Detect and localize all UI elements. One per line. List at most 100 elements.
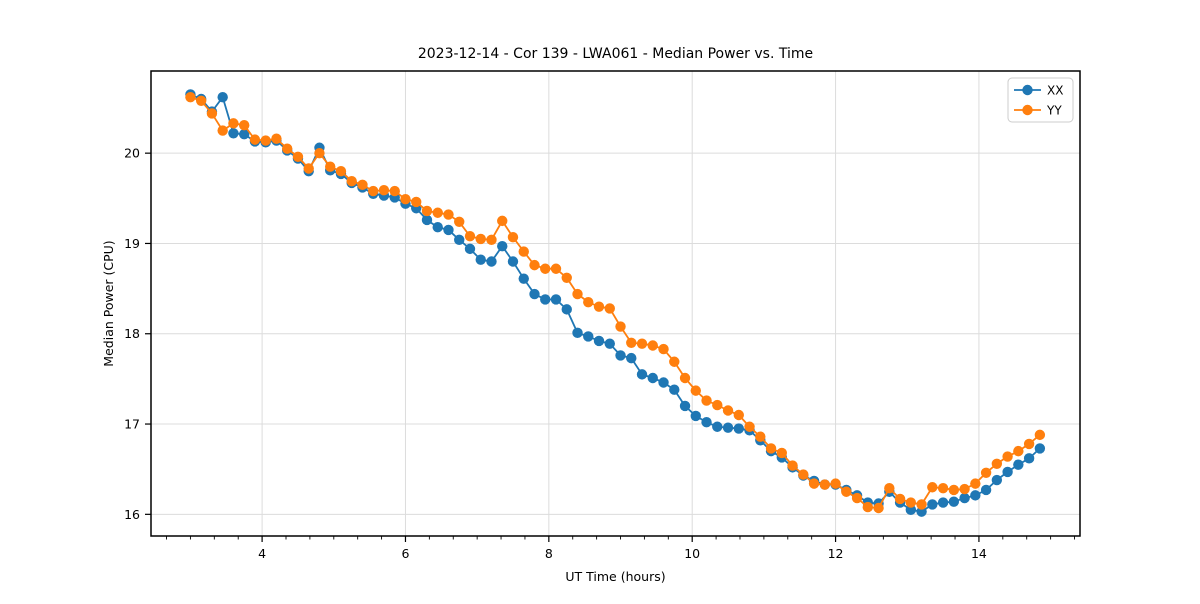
series-YY-marker	[583, 296, 594, 308]
series-YY-marker	[593, 301, 605, 312]
series-XX-marker	[626, 352, 637, 364]
y-tick-label: 20	[124, 146, 140, 161]
series-XX-marker	[937, 497, 949, 508]
series-XX-marker	[679, 400, 691, 412]
series-YY-marker	[959, 483, 970, 495]
series-YY-marker	[335, 166, 347, 177]
series-YY-marker	[841, 486, 852, 497]
series-XX-marker	[583, 331, 594, 342]
series-XX-marker	[991, 474, 1003, 486]
series-YY-marker	[916, 499, 927, 510]
axes-spines	[150, 70, 1081, 537]
series-YY-marker	[679, 372, 691, 384]
series-YY-marker	[819, 479, 831, 490]
legend-label: XX	[1047, 84, 1063, 98]
series-YY-marker	[282, 143, 293, 154]
series-YY-marker	[658, 343, 669, 355]
series-YY-marker	[970, 478, 981, 489]
series-XX-marker	[690, 410, 701, 422]
series-YY-marker	[540, 263, 551, 274]
series-YY-marker	[195, 95, 207, 107]
series-YY-marker	[303, 163, 314, 174]
series-XX-marker	[540, 294, 551, 305]
y-tick-label: 19	[124, 236, 140, 251]
series-YY-marker	[260, 135, 271, 146]
series-YY-marker	[550, 263, 562, 274]
series-XX-marker	[238, 129, 250, 140]
x-tick-label: 10	[684, 546, 700, 561]
series-XX-marker	[1013, 459, 1024, 470]
x-tick-label: 12	[828, 546, 844, 561]
series-YY-marker	[669, 356, 680, 367]
series-YY-marker	[411, 196, 422, 208]
series-YY-marker	[894, 493, 906, 505]
series-XX-marker	[593, 335, 605, 347]
plot-area	[151, 71, 1080, 536]
y-axis-label: Median Power (CPU)	[101, 240, 116, 366]
series-YY-marker	[443, 209, 454, 220]
series-YY-marker	[626, 337, 637, 348]
series-XX-marker	[948, 496, 960, 507]
y-tick-label: 17	[124, 417, 140, 432]
series-YY-marker	[647, 340, 658, 351]
series-YY-marker	[421, 205, 433, 217]
series-YY-marker	[948, 484, 960, 496]
series-YY-marker	[292, 151, 304, 162]
series-XX-marker	[464, 243, 476, 255]
grid	[151, 71, 1080, 536]
series-XX-marker	[927, 499, 938, 510]
series-YY-marker	[507, 231, 519, 243]
series-XX-marker	[959, 492, 970, 504]
series-YY-marker	[529, 259, 540, 271]
series-YY-marker	[808, 478, 820, 489]
chart-title: 2023-12-14 - Cor 139 - LWA061 - Median P…	[418, 46, 813, 62]
series-YY-marker	[368, 185, 379, 197]
series-YY-marker	[830, 478, 841, 489]
series-YY-marker	[991, 458, 1003, 469]
y-tick-label: 18	[124, 326, 140, 341]
tick-labels: 4 6 8 10 12 14 16 17 18 19 20	[124, 146, 987, 561]
series-XX-marker	[1002, 466, 1013, 478]
legend: XX YY	[1007, 77, 1074, 123]
series-XX-marker	[421, 214, 433, 226]
x-tick-label: 4	[258, 546, 266, 561]
series-YY-marker	[744, 421, 755, 432]
series-XX-marker	[733, 423, 744, 434]
series-XX-marker	[980, 484, 992, 496]
series-YY-marker	[755, 431, 766, 442]
series-YY-marker	[722, 405, 734, 416]
series-XX-marker	[529, 288, 540, 300]
series-XX-marker	[217, 91, 228, 103]
series-YY-marker	[636, 338, 648, 349]
series-XX-marker	[228, 128, 239, 139]
legend-item-XX: XX	[1014, 84, 1063, 98]
series-YY-marker	[884, 482, 895, 494]
series-YY-marker	[314, 147, 325, 159]
series-XX-marker	[454, 234, 465, 246]
series-XX-marker	[669, 384, 680, 395]
series-YY-marker	[798, 469, 809, 480]
series-XX-marker	[1034, 443, 1046, 454]
series-YY-marker	[615, 321, 626, 332]
series-YY-marker	[1023, 438, 1035, 450]
series-XX-marker	[615, 350, 626, 361]
series-YY-marker	[701, 395, 712, 406]
series-YY-marker	[937, 482, 949, 494]
series-YY-marker	[690, 385, 701, 396]
series-YY-marker	[346, 175, 357, 187]
series-YY-marker	[228, 118, 239, 129]
series-YY-marker	[217, 125, 228, 136]
series-YY-marker	[518, 246, 529, 257]
legend-marker	[1022, 104, 1033, 116]
series-YY-marker	[249, 134, 261, 145]
series-YY-marker	[1002, 451, 1013, 462]
series-YY-marker	[475, 233, 486, 245]
y-tick-label: 16	[124, 507, 140, 522]
series-YY-marker	[271, 133, 282, 144]
series-XX-marker	[604, 338, 615, 349]
legend-label: YY	[1046, 104, 1062, 118]
series-XX-marker	[475, 254, 486, 265]
legend-marker	[1022, 84, 1033, 96]
series-YY-marker	[733, 409, 744, 421]
x-tick-label: 14	[971, 546, 987, 561]
